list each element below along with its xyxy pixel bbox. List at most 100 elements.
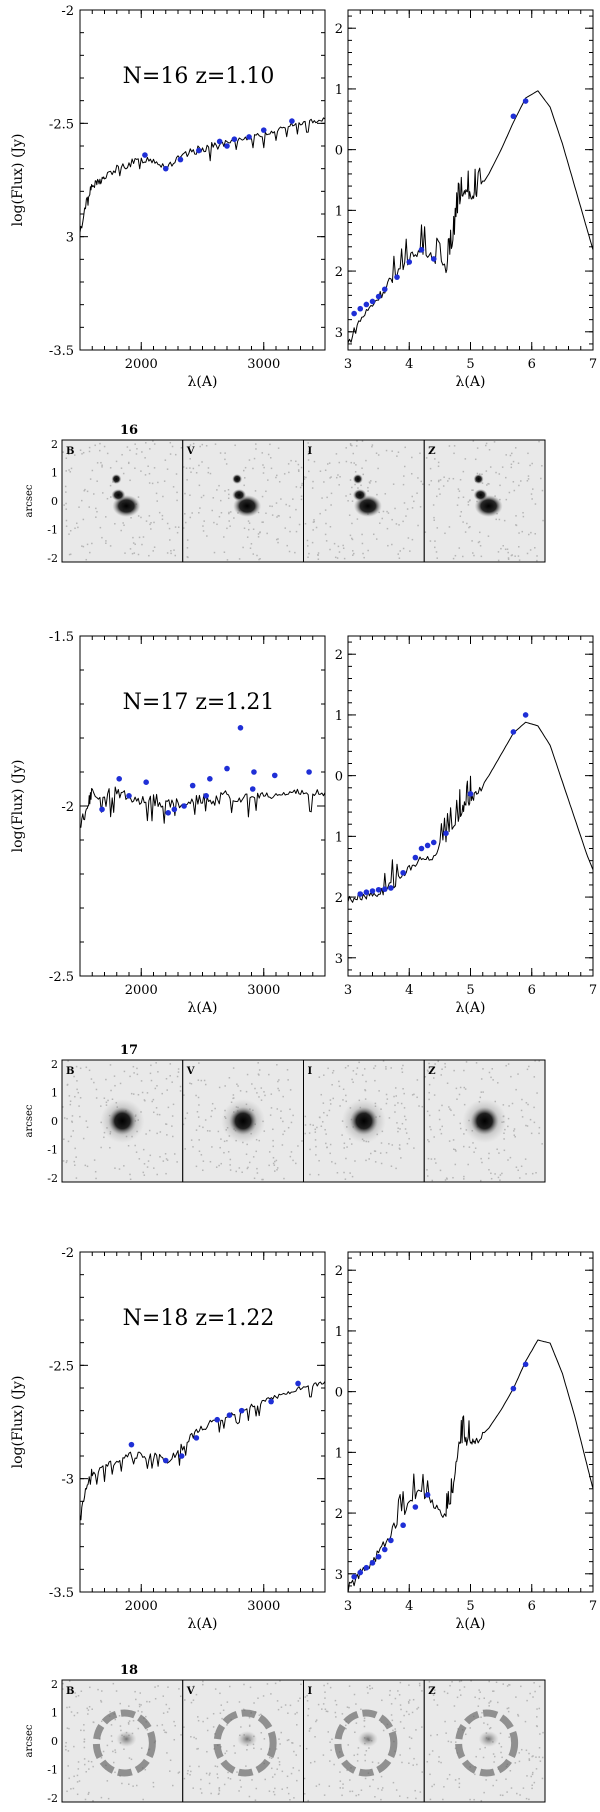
noise-speck [357,487,359,489]
y-tick-label: -3.5 [49,1586,74,1601]
noise-speck [540,477,542,480]
noise-speck [477,1705,480,1707]
noise-speck [256,554,258,557]
noise-speck [334,1162,337,1165]
noise-speck [291,1742,293,1744]
noise-speck [511,452,513,455]
noise-speck [338,1085,341,1088]
noise-speck [458,1782,461,1785]
noise-speck [363,556,365,559]
noise-speck [76,1793,79,1796]
noise-speck [71,1115,74,1117]
noise-speck [127,1721,130,1724]
noise-speck [356,440,358,442]
noise-speck [120,1729,122,1732]
noise-speck [253,457,256,460]
noise-speck [280,1110,282,1112]
noise-speck [431,1750,434,1752]
noise-speck [140,1080,143,1082]
noise-speck [515,1166,518,1168]
stamp-band-label: Z [428,446,435,457]
noise-speck [261,521,263,523]
noise-speck [403,1714,405,1717]
noise-speck [105,1101,108,1104]
noise-speck [338,1080,340,1083]
noise-speck [75,1065,78,1068]
noise-speck [253,1747,255,1750]
noise-speck [372,533,375,536]
noise-speck [317,554,319,556]
stamp-y-tick-label: -2 [47,1792,58,1805]
noise-speck [229,1158,232,1161]
noise-speck [408,1736,411,1738]
noise-speck [342,1783,344,1785]
noise-speck [317,558,320,560]
noise-speck [415,1797,417,1800]
observed-point [363,889,370,896]
noise-speck [148,554,150,557]
noise-speck [204,1119,207,1121]
noise-speck [190,1701,193,1704]
noise-speck [373,1067,375,1070]
noise-speck [276,1167,279,1169]
noise-speck [380,1162,383,1165]
noise-speck [291,1742,294,1744]
noise-speck [472,440,475,442]
noise-speck [293,1750,295,1753]
noise-speck [134,1690,136,1693]
noise-speck [347,1065,349,1067]
noise-speck [463,1175,465,1178]
noise-speck [227,1151,230,1153]
noise-speck [502,1794,504,1797]
noise-speck [223,551,226,553]
noise-speck [511,554,513,556]
noise-speck [74,1147,76,1150]
noise-speck [209,1130,211,1132]
noise-speck [88,1791,90,1794]
noise-speck [262,521,264,523]
noise-speck [326,1710,329,1713]
noise-speck [148,482,151,484]
noise-speck [397,1130,399,1133]
noise-speck [424,531,427,533]
noise-speck [345,1727,347,1730]
noise-speck [144,1099,146,1102]
noise-speck [438,479,440,482]
noise-speck [526,1125,529,1127]
noise-speck [453,445,456,447]
noise-speck [184,492,186,495]
noise-speck [363,1725,366,1728]
noise-speck [395,1095,398,1097]
stamp-band-label: Z [428,1686,435,1697]
noise-speck [314,1131,317,1133]
noise-speck [83,1724,85,1726]
noise-speck [251,1779,253,1781]
noise-speck [433,1094,436,1096]
noise-speck [268,1756,271,1759]
stamp-panel-b: B [61,1679,184,1803]
noise-speck [529,1118,532,1121]
noise-speck [140,1747,143,1749]
noise-speck [202,1169,204,1172]
noise-speck [168,1707,171,1710]
noise-speck [283,1130,286,1132]
noise-speck [538,1685,541,1688]
noise-speck [157,481,159,484]
noise-speck [365,1080,367,1083]
noise-speck [351,1175,354,1178]
noise-speck [369,482,371,484]
noise-speck [270,1767,273,1770]
noise-speck [473,1798,475,1801]
noise-speck [184,1148,186,1150]
noise-speck [192,467,195,470]
noise-speck [326,1682,329,1685]
noise-speck [189,1774,191,1776]
noise-speck [324,1691,326,1693]
noise-speck [152,1111,155,1114]
noise-speck [184,1117,187,1120]
noise-speck [322,1102,325,1104]
noise-speck [165,1123,167,1125]
noise-speck [492,1753,495,1755]
noise-speck [105,542,107,544]
stamp-y-tick-label: 0 [51,1115,58,1128]
